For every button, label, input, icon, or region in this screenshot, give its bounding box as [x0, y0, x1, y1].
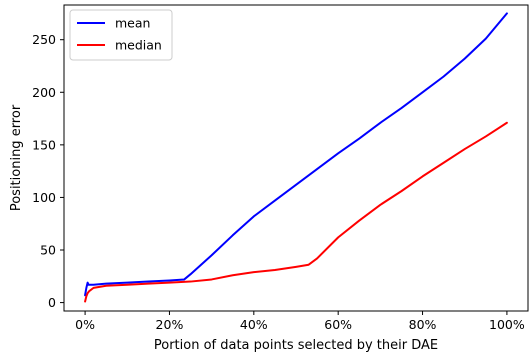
legend: mean median	[69, 9, 173, 61]
series-line-median	[84, 121, 508, 303]
y-tick-label: 100	[32, 190, 56, 205]
x-tick-label: 80%	[409, 317, 437, 332]
legend-label-mean: mean	[115, 16, 150, 31]
x-axis-label: Portion of data points selected by their…	[154, 338, 438, 353]
y-axis-ticks: 0 50 100 150 200 250	[32, 32, 64, 310]
series-layer	[84, 12, 508, 303]
series-line-mean	[84, 12, 508, 297]
x-tick-label: 20%	[156, 317, 184, 332]
y-tick-label: 250	[32, 32, 56, 47]
legend-label-median: median	[115, 38, 162, 53]
x-tick-label: 0%	[75, 317, 95, 332]
y-tick-label: 0	[48, 295, 56, 310]
y-tick-label: 50	[40, 243, 56, 258]
x-axis-ticks: 0% 20% 40% 60% 80% 100%	[75, 311, 525, 332]
y-tick-label: 200	[32, 85, 56, 100]
x-tick-label: 40%	[240, 317, 268, 332]
plot-frame	[63, 4, 529, 312]
x-tick-label: 100%	[489, 317, 525, 332]
y-tick-label: 150	[32, 137, 56, 152]
y-axis-label: Positioning error	[9, 104, 24, 211]
x-tick-label: 60%	[324, 317, 352, 332]
